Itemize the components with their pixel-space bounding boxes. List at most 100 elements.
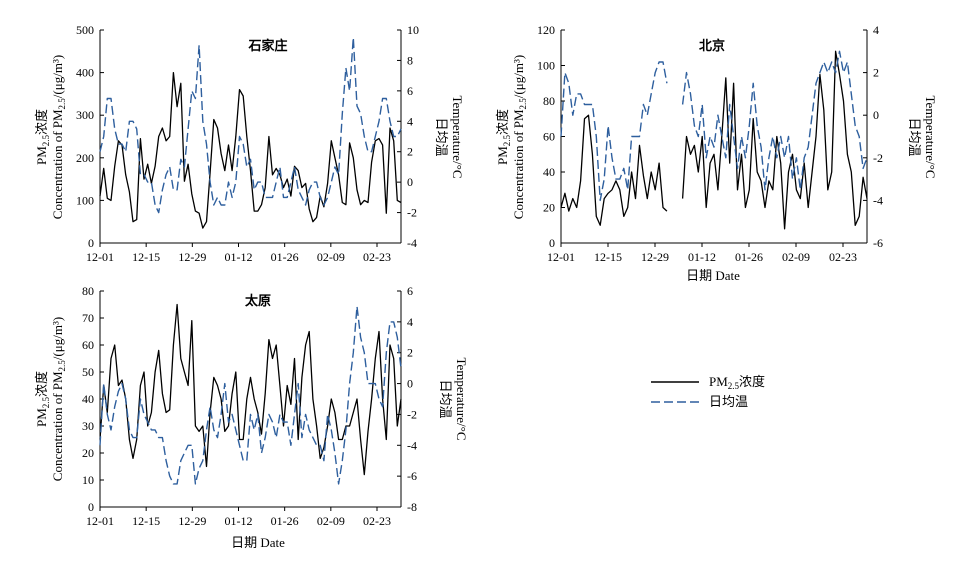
y-left-tick-label: 20 [543, 201, 555, 215]
y-right-tick-label: -4 [407, 236, 417, 250]
x-tick-label: 12-29 [178, 250, 206, 264]
temperature-line-beijing [561, 51, 867, 200]
chart-title-beijing: 北京 [699, 38, 725, 53]
x-tick-label: 01-26 [271, 514, 299, 528]
y-right-tick-label: 10 [407, 23, 419, 37]
chart-taiyuan: 太原 PM2.5浓度 Concentration of PM2.5/(μg/m³… [34, 284, 469, 550]
x-tick-label: 01-12 [225, 250, 253, 264]
legend: PM2.5浓度 日均温 [651, 374, 765, 409]
svg-text:Temperature/°C: Temperature/°C [454, 358, 469, 441]
y-right-tick-label: 0 [407, 377, 413, 391]
x-axis-title-taiyuan: 日期 Date [231, 535, 285, 550]
y-left-en-label: Concentration of PM [50, 109, 65, 219]
svg-text:Concentration of PM2.5/(μg/m³): Concentration of PM2.5/(μg/m³) [511, 55, 528, 219]
y-left-tick-label: 80 [543, 94, 555, 108]
y-right-tick-label: 2 [407, 145, 413, 159]
y-left-tick-label: 100 [537, 59, 555, 73]
y-left-tick-label: 0 [88, 500, 94, 514]
y-left-tick-label: 300 [76, 108, 94, 122]
y-right-tick-label: 4 [873, 23, 879, 37]
y-right-tick-label: 0 [873, 108, 879, 122]
x-tick-label: 12-29 [178, 514, 206, 528]
x-tick-label: 12-15 [132, 514, 160, 528]
svg-text:PM2.5浓度: PM2.5浓度 [495, 109, 512, 165]
y-right-tick-label: 6 [407, 284, 413, 298]
y-right-tick-label: 2 [407, 346, 413, 360]
y-right-tick-label: -4 [407, 438, 417, 452]
y-left-tick-label: 80 [82, 284, 94, 298]
y-right-cn-label: 日均温 [434, 117, 449, 156]
y-right-tick-label: 4 [407, 315, 413, 329]
x-tick-label: 02-09 [317, 250, 345, 264]
y-right-tick-label: -8 [407, 500, 417, 514]
pm25-line-taiyuan [100, 305, 401, 475]
x-tick-label: 12-15 [594, 250, 622, 264]
x-tick-label: 12-01 [547, 250, 575, 264]
y-axis-right-title: 日均温 Temperature/°C [434, 96, 465, 179]
x-tick-label: 01-12 [225, 514, 253, 528]
y-left-tick-label: 60 [543, 130, 555, 144]
y-left-tick-label: 40 [82, 392, 94, 406]
svg-text:Temperature/°C: Temperature/°C [923, 96, 938, 179]
y-axis-left-title: PM2.5浓度 Concentration of PM2.5/(μg/m³) [34, 317, 67, 481]
y-left-tick-label: 100 [76, 193, 94, 207]
y-left-tick-label: 40 [543, 165, 555, 179]
x-axis-title-beijing: 日期 Date [686, 268, 740, 283]
x-tick-label: 02-09 [317, 514, 345, 528]
y-axis-right-title: 日均温 Temperature/°C [907, 96, 938, 179]
x-tick-label: 01-26 [735, 250, 763, 264]
chart-beijing: 北京 PM2.5浓度 Concentration of PM2.5/(μg/m³… [495, 23, 938, 283]
x-tick-label: 12-01 [86, 514, 114, 528]
y-right-tick-label: 8 [407, 53, 413, 67]
y-right-tick-label: -2 [407, 206, 417, 220]
x-tick-label: 01-26 [271, 250, 299, 264]
y-left-tick-label: 30 [82, 419, 94, 433]
y-left-tick-label: 200 [76, 151, 94, 165]
y-right-en-label: Temperature/°C [450, 96, 465, 179]
svg-text:Concentration of PM2.5/(μg/m³): Concentration of PM2.5/(μg/m³) [50, 55, 67, 219]
x-tick-label: 02-23 [363, 514, 391, 528]
y-left-tick-label: 50 [82, 365, 94, 379]
y-right-tick-label: -6 [407, 469, 417, 483]
x-tick-label: 12-01 [86, 250, 114, 264]
x-tick-label: 12-29 [641, 250, 669, 264]
y-left-en-suffix: /(μg/m³) [50, 55, 65, 98]
svg-text:日均温: 日均温 [438, 379, 453, 418]
y-right-tick-label: 0 [407, 175, 413, 189]
y-right-tick-label: 6 [407, 84, 413, 98]
svg-text:PM2.5浓度: PM2.5浓度 [34, 109, 51, 165]
svg-text:日均温: 日均温 [907, 117, 922, 156]
y-left-en-sub: 2.5 [57, 98, 67, 110]
y-axis-right-title: 日均温 Temperature/°C [438, 358, 469, 441]
svg-text:Concentration of PM2.5/(μg/m³): Concentration of PM2.5/(μg/m³) [50, 317, 67, 481]
y-left-tick-label: 400 [76, 66, 94, 80]
legend-pm-label: PM2.5浓度 [709, 374, 765, 391]
pm25-line-beijing [561, 51, 867, 229]
x-tick-label: 02-23 [829, 250, 857, 264]
y-right-tick-label: -2 [407, 407, 417, 421]
y-left-tick-label: 0 [549, 236, 555, 250]
x-tick-label: 02-23 [363, 250, 391, 264]
legend-temp-label: 日均温 [709, 394, 748, 409]
x-tick-label: 12-15 [132, 250, 160, 264]
y-right-tick-label: -4 [873, 193, 883, 207]
y-axis-left-title: PM2.5浓度 Concentration of PM2.5/(μg/m³) [34, 55, 67, 219]
chart-title-taiyuan: 太原 [244, 293, 271, 308]
y-left-cn-suffix: 浓度 [34, 109, 49, 135]
x-tick-label: 02-09 [782, 250, 810, 264]
chart-shijiazhuang: 石家庄 PM2.5浓度 Concentration of PM2.5/(μg/m… [34, 23, 465, 264]
y-right-tick-label: -2 [873, 151, 883, 165]
y-right-tick-label: 4 [407, 114, 413, 128]
y-left-tick-label: 60 [82, 338, 94, 352]
y-left-tick-label: 0 [88, 236, 94, 250]
svg-text:PM2.5浓度: PM2.5浓度 [34, 371, 51, 427]
y-left-tick-label: 10 [82, 473, 94, 487]
y-left-cn-label: PM [34, 146, 49, 165]
chart-title-shijiazhuang: 石家庄 [247, 38, 287, 53]
y-right-tick-label: -6 [873, 236, 883, 250]
figure-canvas: 石家庄 PM2.5浓度 Concentration of PM2.5/(μg/m… [0, 0, 962, 567]
y-right-tick-label: 2 [873, 66, 879, 80]
temperature-line-shijiazhuang [100, 38, 401, 213]
y-axis-left-title: PM2.5浓度 Concentration of PM2.5/(μg/m³) [495, 55, 528, 219]
y-left-tick-label: 20 [82, 446, 94, 460]
